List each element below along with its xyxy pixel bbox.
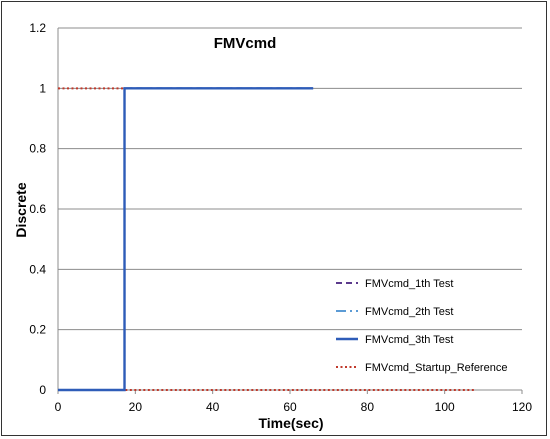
x-tick-label: 80 xyxy=(361,400,375,414)
x-tick-label: 40 xyxy=(206,400,220,414)
y-tick-label: 1.2 xyxy=(29,21,46,35)
y-tick-label: 0 xyxy=(39,383,46,397)
series-line-FMVcmd_2th Test xyxy=(58,87,314,391)
y-tick-label: 1 xyxy=(39,81,46,95)
x-tick-label: 100 xyxy=(435,400,455,414)
x-tick-label: 60 xyxy=(283,400,297,414)
x-tick-label: 20 xyxy=(129,400,143,414)
y-tick-label: 0.2 xyxy=(29,323,46,337)
y-axis-label: Discrete xyxy=(13,182,29,237)
y-tick-label: 0.6 xyxy=(29,202,46,216)
y-tick-labels: 0 0.2 0.4 0.6 0.8 1 1.2 xyxy=(29,21,46,397)
legend-label: FMVcmd_Startup_Reference xyxy=(365,362,507,374)
chart-title: FMVcmd xyxy=(214,35,277,52)
x-tick-labels: 0 20 40 60 80 100 120 xyxy=(55,400,533,414)
x-tick-label: 0 xyxy=(55,400,62,414)
series-line-FMVcmd_1th Test xyxy=(58,87,314,391)
legend-label: FMVcmd_3th Test xyxy=(365,334,453,346)
legend-label: FMVcmd_2th Test xyxy=(365,306,453,318)
series-lines xyxy=(58,87,476,392)
y-tick-label: 0.8 xyxy=(29,142,46,156)
y-tick-label: 0.4 xyxy=(29,262,46,276)
series-line-FMVcmd_3th Test xyxy=(58,87,314,392)
legend: FMVcmd_1th Test FMVcmd_2th Test FMVcmd_3th… xyxy=(336,278,507,374)
legend-label: FMVcmd_1th Test xyxy=(365,278,453,290)
x-tick-label: 120 xyxy=(512,400,532,414)
x-axis-label: Time(sec) xyxy=(258,415,323,431)
